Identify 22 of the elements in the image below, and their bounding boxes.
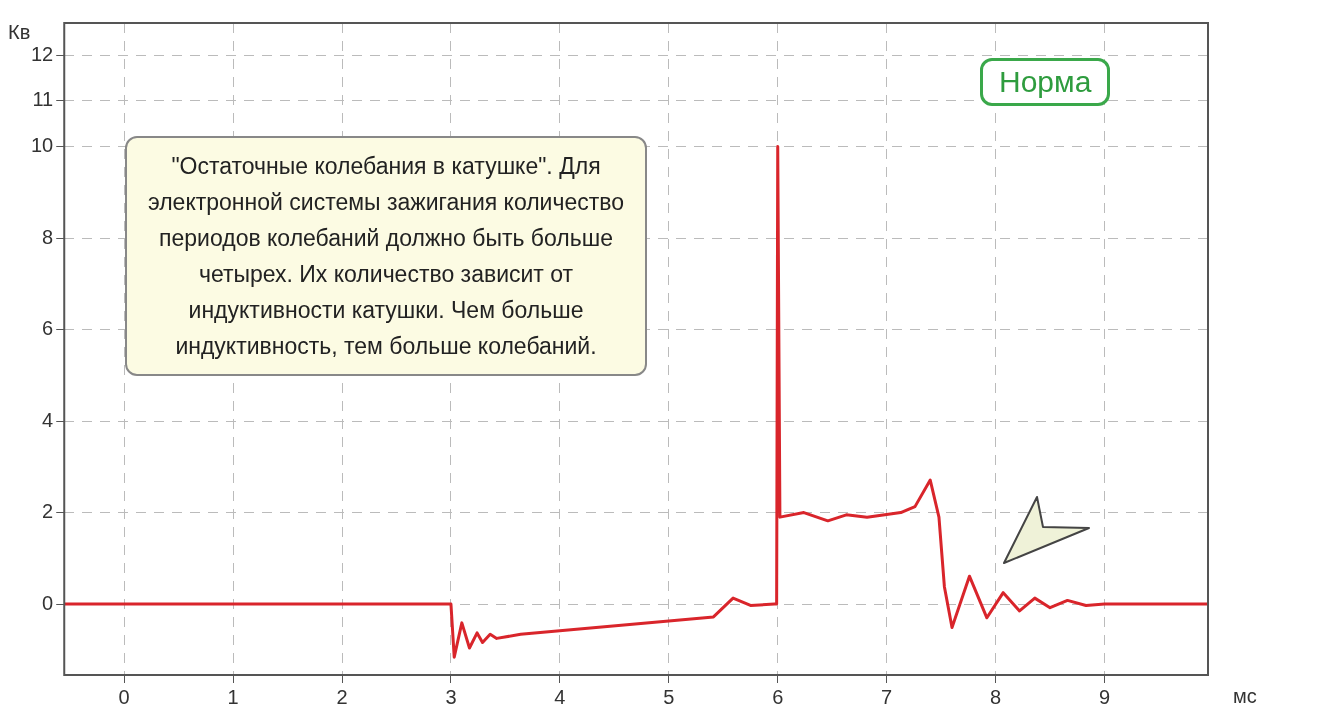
x-tick-label: 8 [990,685,1002,708]
x-tick-label: 4 [554,685,566,708]
x-tick-label: 7 [881,685,893,708]
y-axis-title: Кв [8,20,31,43]
x-tick-label: 2 [336,685,348,708]
x-tick-label: 9 [1098,685,1111,708]
y-tick-label: 0 [42,591,54,614]
annotation: "Остаточные колебания в катушке". Для электронной системы зажигания количество периодов колебаний должно быть больше четырех. Их количество зависит от индуктивности катушки. Чем больше индуктивность, тем больше колебаний. [125,136,647,376]
x-tick-label: 0 [118,685,130,708]
y-tick-label: 10 [31,134,54,157]
y-tick-label: 8 [42,225,54,248]
y-tick-label: 6 [42,317,54,340]
x-tick-label: 3 [445,685,457,708]
x-tick-label: 1 [227,685,239,708]
y-tick-label: 2 [42,500,54,523]
x-axis-title: мс [1233,684,1257,707]
y-tick-label: 12 [31,42,54,65]
y-tick-label: 11 [32,88,54,111]
y-tick-label: 4 [42,408,54,431]
x-tick-label: 5 [663,685,675,708]
x-tick-label: 6 [772,685,784,708]
annotation: Норма [980,58,1111,106]
